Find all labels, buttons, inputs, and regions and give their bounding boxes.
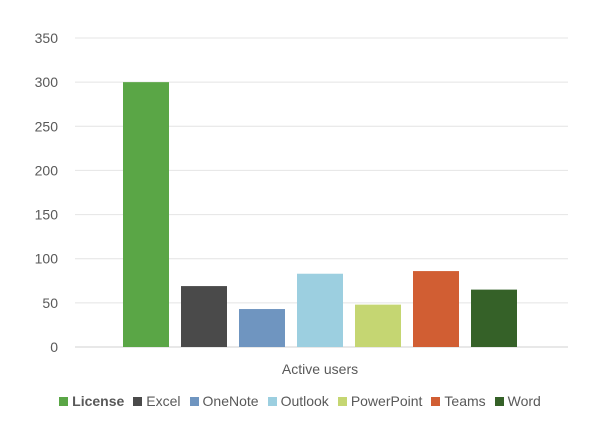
x-category-label: Active users	[282, 361, 358, 377]
y-tick-label: 100	[35, 251, 59, 267]
y-tick-label: 250	[35, 118, 59, 134]
legend-label: OneNote	[202, 393, 259, 409]
legend-swatch	[59, 396, 69, 406]
bar-word	[471, 289, 517, 347]
legend-label: Excel	[146, 393, 181, 409]
bar-outlook	[297, 273, 343, 347]
x-axis-categories: Active users	[282, 361, 358, 377]
legend-swatch	[431, 396, 441, 406]
legend-swatch	[189, 396, 199, 406]
legend-item-powerpoint: PowerPoint	[337, 393, 423, 409]
legend-item-excel: Excel	[133, 393, 181, 409]
legend-swatch	[494, 396, 504, 406]
y-tick-label: 50	[42, 295, 58, 311]
legend-label: License	[72, 393, 125, 409]
legend-item-teams: Teams	[431, 393, 486, 409]
y-axis-ticks: 0 50 100 150 200 250 300 350	[35, 30, 59, 355]
legend-swatch	[337, 396, 347, 406]
bar-powerpoint	[355, 304, 401, 347]
y-tick-label: 0	[50, 339, 58, 355]
bar-onenote	[239, 309, 285, 347]
y-tick-label: 350	[35, 30, 59, 46]
legend-item-license: License	[59, 393, 124, 409]
bar-teams	[413, 271, 459, 347]
y-tick-label: 150	[35, 207, 59, 223]
bar-chart-plot: 0 50 100 150 200 250 300 350 Active users	[35, 30, 568, 377]
legend: License Excel OneNote Outlook PowerPoint Team…	[0, 390, 600, 412]
bar-excel	[181, 286, 227, 347]
legend-swatch	[267, 396, 277, 406]
legend-label: Outlook	[280, 393, 329, 409]
bar-license	[123, 82, 169, 348]
bars	[123, 82, 517, 348]
legend-label: PowerPoint	[350, 393, 423, 409]
legend-label: Teams	[444, 393, 486, 409]
legend-item-onenote: OneNote	[189, 393, 259, 409]
legend-item-word: Word	[494, 393, 541, 409]
legend-label: Word	[507, 393, 541, 409]
y-tick-label: 200	[35, 162, 59, 178]
legend-swatch	[133, 396, 143, 406]
legend-item-outlook: Outlook	[267, 393, 329, 409]
y-tick-label: 300	[35, 74, 59, 90]
